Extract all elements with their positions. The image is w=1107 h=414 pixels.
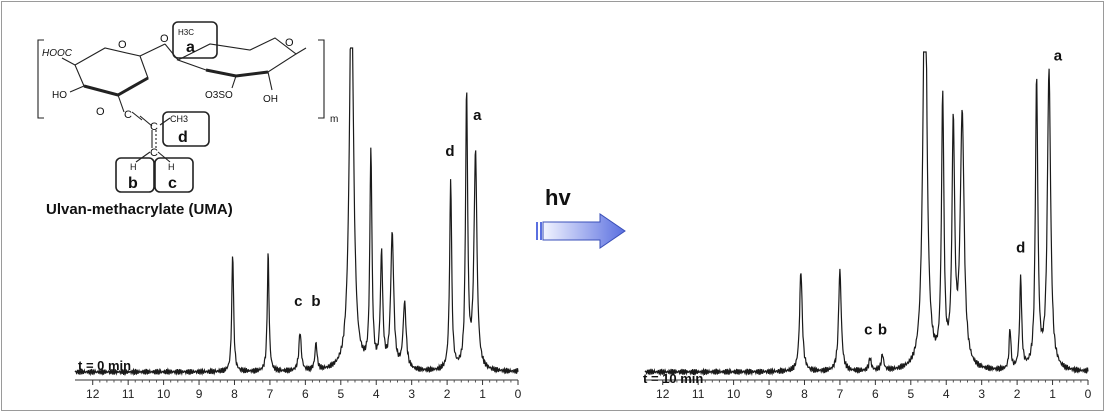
box-d-letter: d [178, 129, 188, 146]
spectrum-line-t0 [74, 47, 519, 377]
tick-group-t0: 12 11 10 9 8 7 6 5 4 3 2 1 0 [86, 380, 522, 401]
box-c-letter: c [168, 175, 177, 192]
time-label-t0: t = 0 min [78, 358, 131, 373]
h-bond-b [135, 151, 151, 163]
tick-label-t0-7: 7 [267, 387, 274, 401]
methylene-c-label: C [150, 147, 158, 159]
peak-label-t10-b: b [878, 322, 887, 339]
arrow-tail-stripe-2 [540, 222, 542, 240]
peak-label-t0-b: b [311, 293, 320, 310]
carbonyl-c-label: C [124, 109, 132, 121]
ho-bond [69, 85, 85, 93]
tick-label-t10-0: 0 [1085, 387, 1092, 401]
hooc-label: HOOC [42, 48, 73, 59]
ring-o-left: O [118, 39, 127, 51]
carbonyl-bond [139, 115, 153, 127]
right-bracket [318, 39, 325, 119]
tick-label-t10-11: 11 [692, 387, 705, 401]
tick-label-t10-10: 10 [727, 387, 741, 401]
tick-label-t10-2: 2 [1014, 387, 1021, 401]
end-bond [295, 47, 307, 55]
left-ring-thick [83, 76, 149, 97]
reaction-arrow: hv [536, 185, 626, 249]
tick-label-t0-5: 5 [337, 387, 344, 401]
box-b [115, 157, 155, 193]
tick-label-t0-8: 8 [231, 387, 238, 401]
tick-label-t10-8: 8 [801, 387, 808, 401]
tick-label-t0-10: 10 [157, 387, 171, 401]
right-ring [176, 37, 297, 77]
nmr-spectrum-t10: 12 11 10 9 8 7 6 5 4 3 2 1 0 c bda t = 10 min [643, 47, 1092, 401]
h-bond-c [157, 151, 171, 163]
tick-label-t0-11: 11 [122, 387, 135, 401]
box-b-letter: b [128, 175, 138, 192]
peak-label-t0-d: d [445, 143, 454, 160]
h-label-c: H [168, 162, 175, 172]
tick-group-t10: 12 11 10 9 8 7 6 5 4 3 2 1 0 [656, 380, 1092, 401]
bridge-o: O [160, 33, 169, 45]
so3-label: O3SO [205, 90, 233, 101]
h-label-b: H [130, 162, 137, 172]
arrow-label: hv [545, 185, 571, 210]
box-d [162, 111, 210, 147]
uma-structure [37, 21, 325, 193]
peak-label-t10-d: d [1016, 240, 1025, 257]
tick-label-t0-0: 0 [515, 387, 522, 401]
peak-label-t0-c: c [294, 293, 302, 310]
tick-label-t0-9: 9 [196, 387, 203, 401]
oh-bond [267, 71, 273, 91]
tick-label-t10-12: 12 [656, 387, 670, 401]
ho-label: HO [52, 90, 67, 101]
ch3-label: CH3 [170, 114, 188, 124]
tick-label-t0-12: 12 [86, 387, 100, 401]
peak-label-t0-a: a [473, 107, 482, 124]
peak-label-t10-a: a [1054, 47, 1063, 64]
ester-bond-2 [131, 111, 143, 121]
m-subscript: m [330, 114, 338, 125]
spectrum-line-t10 [644, 51, 1089, 377]
ester-bond-1 [117, 94, 125, 113]
nmr-spectrum-t0: 12 11 10 9 8 7 6 5 4 3 2 1 0 c bda t = 0 min [74, 47, 522, 401]
tick-label-t0-4: 4 [373, 387, 380, 401]
tick-label-t0-6: 6 [302, 387, 309, 401]
ch3-bond [159, 117, 171, 126]
tick-label-t0-2: 2 [444, 387, 451, 401]
box-a [172, 21, 218, 59]
tick-label-t10-6: 6 [872, 387, 879, 401]
h3c-label: H3C [178, 28, 194, 37]
peak-labels-t0: c b d a [294, 107, 482, 310]
tick-label-t0-3: 3 [408, 387, 415, 401]
ring-o-right: O [285, 37, 294, 49]
uma-structure-labels: HOOC HO O O O H3C a O3SO OH m O C C CH3 … [42, 28, 338, 218]
right-ring-thick [205, 68, 269, 78]
tick-label-t10-4: 4 [943, 387, 950, 401]
peak-label-t10-c: c [864, 322, 872, 339]
ester-o-label: O [96, 106, 105, 118]
box-a-letter: a [186, 39, 195, 56]
tick-label-t10-3: 3 [978, 387, 985, 401]
cooh-bond [61, 57, 76, 66]
tick-label-t10-7: 7 [837, 387, 844, 401]
tick-label-t10-1: 1 [1049, 387, 1056, 401]
peak-labels-t10: c b d a [864, 47, 1063, 338]
box-c [154, 157, 194, 193]
tick-label-t0-1: 1 [479, 387, 486, 401]
left-bracket [37, 39, 44, 119]
oh-label: OH [263, 94, 278, 105]
compound-name: Ulvan-methacrylate (UMA) [46, 201, 233, 218]
arrow-tail-stripe-1 [536, 222, 538, 240]
tick-label-t10-9: 9 [766, 387, 773, 401]
glyco-bond-1 [139, 43, 166, 57]
tick-label-t10-5: 5 [907, 387, 914, 401]
vinyl-c-label: C [150, 121, 158, 133]
arrow-shape [542, 213, 626, 249]
time-label-t10: t = 10 min [643, 371, 703, 386]
so3-bond [231, 75, 237, 89]
